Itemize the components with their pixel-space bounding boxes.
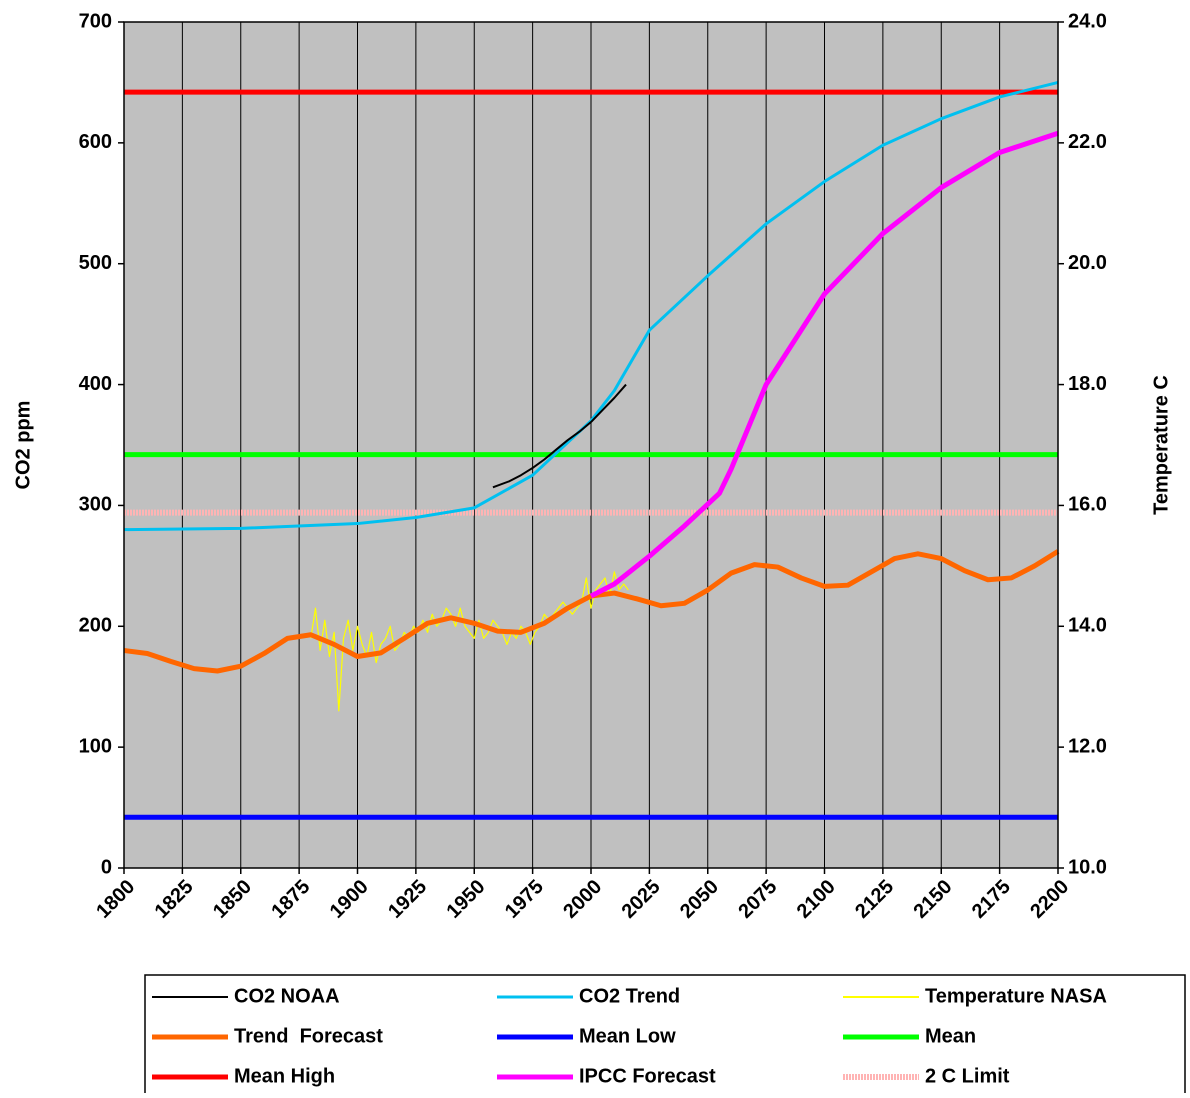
plot-border: [123, 21, 1059, 869]
y-tick-label: 400: [79, 373, 112, 395]
y-tick-label: 100: [79, 735, 112, 757]
legend-label: 2 C Limit: [925, 1065, 1010, 1087]
legend-label: CO2 Trend: [579, 985, 680, 1007]
series-line: [310, 571, 629, 712]
x-tick-label: 2050: [676, 876, 723, 923]
legend-label: IPCC Forecast: [579, 1065, 716, 1087]
x-tick-label: 1975: [501, 876, 548, 923]
x-tick-label: 1800: [92, 876, 139, 923]
y2-tick-label: 18.0: [1068, 373, 1107, 395]
y-axis-label: CO2 ppm: [12, 401, 34, 490]
x-tick-label: 2075: [734, 876, 781, 923]
legend-label: Trend Forecast: [234, 1025, 383, 1047]
y-tick-label: 500: [79, 252, 112, 274]
legend-label: CO2 NOAA: [234, 985, 340, 1007]
legend-label: Temperature NASA: [925, 985, 1107, 1007]
y-tick-label: 300: [79, 494, 112, 516]
y-tick-label: 700: [79, 10, 112, 32]
y2-tick-label: 10.0: [1068, 856, 1107, 878]
x-tick-label: 1950: [442, 876, 489, 923]
x-tick-label: 1875: [267, 876, 314, 923]
series-line: [492, 383, 627, 489]
x-tick-label: 2200: [1026, 876, 1073, 923]
x-tick-label: 1925: [384, 876, 431, 923]
x-tick-label: 2150: [909, 876, 956, 923]
series-line: [589, 130, 1059, 599]
y-tick-label: 600: [79, 131, 112, 153]
x-tick-label: 1825: [151, 876, 198, 923]
x-tick-label: 2175: [968, 876, 1015, 923]
legend-label: Mean High: [234, 1065, 335, 1087]
x-tick-label: 2125: [851, 876, 898, 923]
y2-tick-label: 16.0: [1068, 494, 1107, 516]
x-tick-label: 2025: [618, 876, 665, 923]
legend-label: Mean Low: [579, 1025, 676, 1047]
y2-axis-label: Temperature C: [1150, 375, 1172, 515]
y2-tick-label: 20.0: [1068, 252, 1107, 274]
y2-tick-label: 12.0: [1068, 735, 1107, 757]
y2-tick-label: 14.0: [1068, 615, 1107, 637]
y-tick-label: 200: [79, 615, 112, 637]
y2-tick-label: 22.0: [1068, 131, 1107, 153]
legend-box: [144, 974, 1186, 1098]
y-tick-label: 0: [101, 856, 112, 878]
series-line: [123, 80, 1059, 532]
x-tick-label: 1850: [209, 876, 256, 923]
y2-tick-label: 24.0: [1068, 10, 1107, 32]
legend-label: Mean: [925, 1025, 976, 1047]
x-tick-label: 1900: [326, 876, 373, 923]
x-tick-label: 2000: [559, 876, 606, 923]
x-tick-label: 2100: [793, 876, 840, 923]
